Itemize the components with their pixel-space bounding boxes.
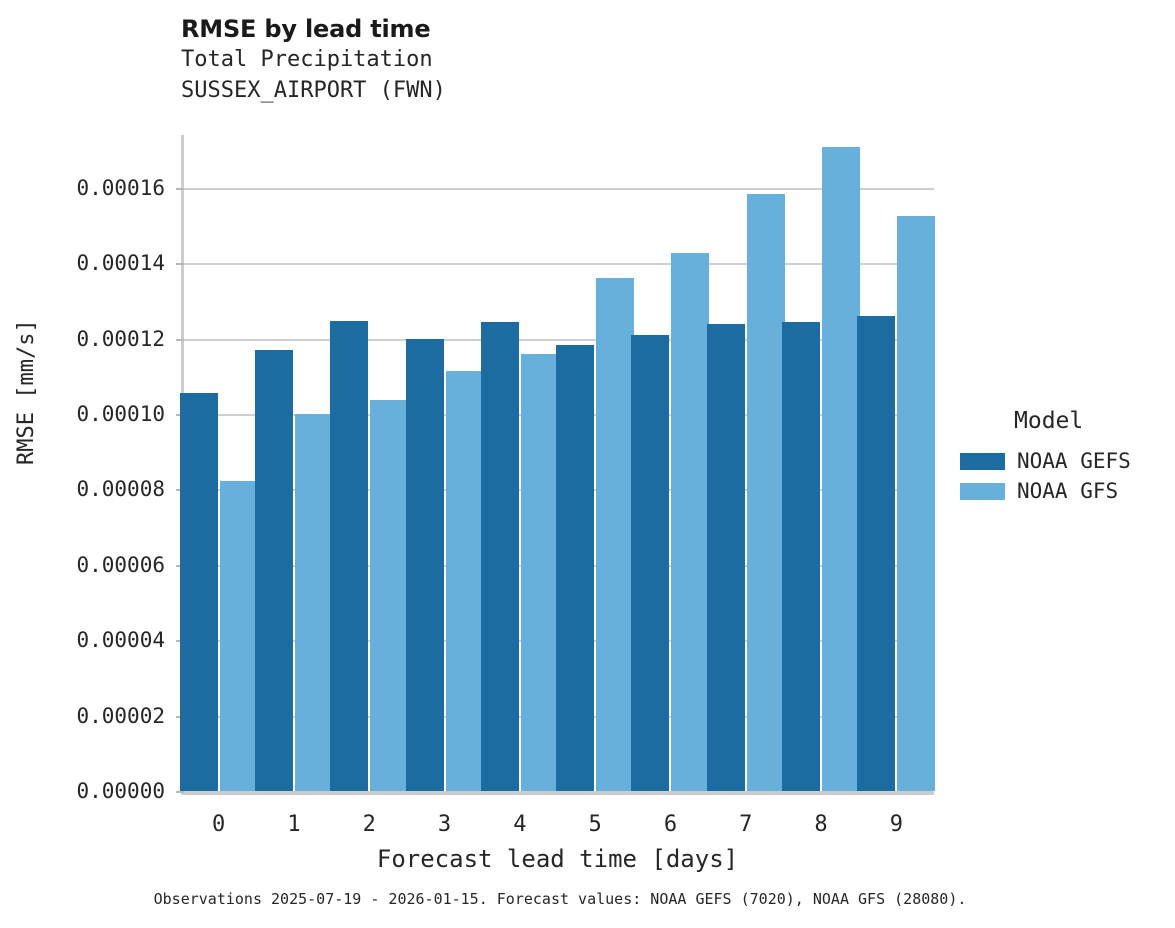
- bar: [520, 353, 559, 791]
- x-axis-tick-label: 5: [588, 812, 602, 837]
- gridline: [184, 263, 934, 266]
- bar: [631, 334, 670, 791]
- bar: [405, 338, 444, 791]
- y-axis-tick-label: 0.00008: [76, 477, 165, 502]
- y-axis-tick: [176, 791, 184, 793]
- chart-subtitle-variable: Total Precipitation: [181, 47, 433, 72]
- plot-area: [176, 135, 936, 795]
- bar: [445, 370, 484, 791]
- bar: [480, 321, 519, 791]
- x-axis-tick-label: 9: [889, 812, 903, 837]
- legend-swatch: [960, 482, 1005, 500]
- legend-item[interactable]: NOAA GEFS: [960, 446, 1175, 476]
- x-axis-tick-label: 1: [287, 812, 301, 837]
- bar: [596, 277, 635, 791]
- y-axis-tick: [176, 263, 184, 266]
- x-axis-tick-label: 0: [212, 812, 226, 837]
- bar: [330, 320, 369, 791]
- y-axis-tick-label: 0.00000: [76, 779, 165, 803]
- x-axis-spine: [181, 791, 934, 795]
- legend-swatch: [960, 452, 1005, 470]
- bar: [857, 315, 896, 791]
- y-axis-tick-label: 0.00006: [76, 552, 165, 577]
- bar: [671, 253, 710, 791]
- x-axis-tick-label: 4: [513, 812, 527, 837]
- bar: [822, 147, 861, 791]
- x-axis-title: Forecast lead time [days]: [376, 845, 739, 873]
- y-axis-title: RMSE [mm/s]: [14, 319, 39, 465]
- legend-title: Model: [1014, 408, 1084, 434]
- bar: [746, 193, 785, 791]
- legend: Model NOAA GEFS NOAA GFS: [960, 408, 1175, 506]
- y-axis-tick: [176, 338, 184, 341]
- bar: [370, 400, 409, 791]
- legend-item[interactable]: NOAA GFS: [960, 476, 1175, 506]
- bar: [219, 480, 258, 791]
- x-axis-tick-label: 7: [739, 812, 753, 837]
- y-axis-tick-label: 0.00004: [76, 628, 165, 653]
- y-axis-tick-label: 0.00014: [76, 251, 165, 276]
- footer-note: Observations 2025-07-19 - 2026-01-15. Fo…: [153, 890, 967, 908]
- page-title: RMSE by lead time: [181, 15, 431, 43]
- chart-subtitle-station: SUSSEX_AIRPORT (FWN): [181, 78, 446, 103]
- bar: [782, 321, 821, 791]
- legend-label: NOAA GEFS: [1017, 449, 1131, 473]
- x-axis-tick-label: 3: [437, 812, 452, 837]
- bar: [254, 349, 293, 791]
- bar: [556, 345, 595, 791]
- y-axis-tick-label: 0.00002: [76, 703, 165, 728]
- bar: [897, 216, 936, 791]
- bar: [706, 323, 745, 791]
- legend-items: NOAA GEFS NOAA GFS: [960, 446, 1175, 506]
- y-axis-tick-label: 0.00012: [76, 326, 165, 351]
- gridline: [184, 187, 934, 190]
- x-axis-tick-label: 8: [814, 812, 828, 837]
- y-axis-tick-label: 0.00010: [76, 401, 165, 426]
- y-axis-tick: [176, 187, 184, 190]
- y-axis-tick-label: 0.00016: [76, 175, 165, 200]
- bar: [179, 392, 218, 791]
- x-axis-tick-label: 6: [663, 812, 678, 837]
- legend-label: NOAA GFS: [1017, 479, 1119, 503]
- x-axis-tick-label: 2: [362, 812, 376, 837]
- gridline: [184, 338, 934, 341]
- title-block: RMSE by lead time Total Precipitation SU…: [181, 14, 961, 106]
- bar: [294, 414, 333, 791]
